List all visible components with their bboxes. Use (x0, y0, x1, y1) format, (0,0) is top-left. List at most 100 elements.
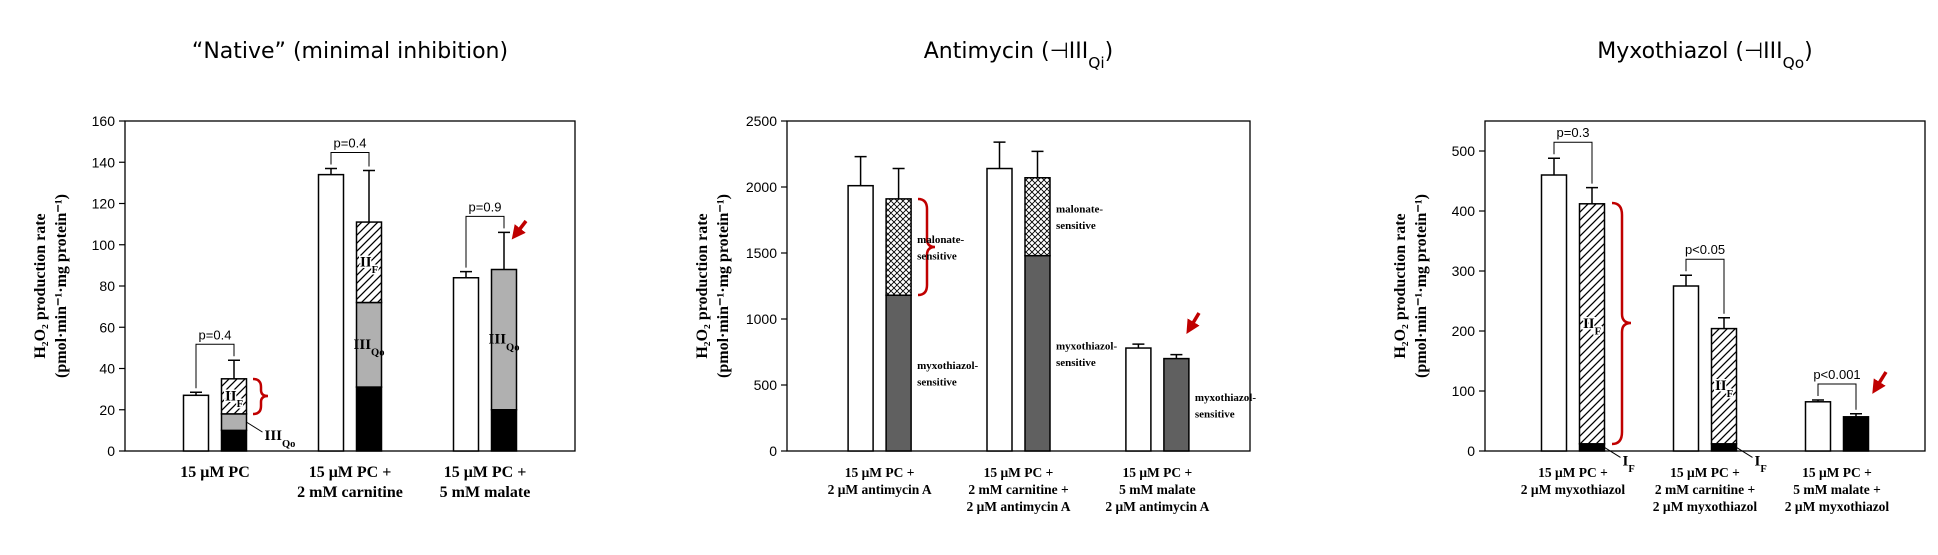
chart-title: “Native” (minimal inhibition) (192, 39, 508, 64)
bar-segment (1540, 174, 1568, 452)
text-run: F (504, 433, 510, 444)
brace (252, 377, 269, 416)
label-leader (246, 421, 263, 433)
p-value: p<0.05 (1685, 242, 1725, 257)
bar-segment (1804, 401, 1832, 452)
bar-segment (1578, 203, 1606, 445)
arrow (1186, 312, 1201, 335)
bar-segment (1672, 285, 1700, 452)
segment-label: IIF (1583, 316, 1601, 338)
y-tick-label: 60 (99, 319, 115, 335)
y-tick-label: 1500 (746, 245, 777, 261)
x-tick-label: 15 μM PC + 2 μM myxothiazol (1521, 465, 1626, 497)
error-bar (1680, 274, 1692, 286)
arrow (511, 219, 528, 240)
error-bar (460, 270, 472, 278)
y-tick-label: 500 (754, 377, 778, 393)
text-run: II (225, 388, 237, 404)
error-bar (1718, 317, 1730, 329)
text-run: Qo (371, 348, 384, 359)
segment-label: IIF (360, 254, 378, 276)
segment-label: IIIQo (354, 337, 385, 359)
segment-label: IF (1755, 453, 1767, 475)
y-tick-label: 200 (1452, 323, 1476, 339)
bar-segment (986, 167, 1013, 452)
p-bracket (465, 215, 505, 268)
text-run: III (489, 332, 507, 348)
plot-frame (1484, 120, 1926, 452)
text-line: myxothiazol- (1195, 392, 1256, 404)
text-line: myxothiazol- (1056, 340, 1117, 352)
error-bar (498, 231, 510, 270)
text-run: I (228, 433, 234, 449)
text-line: 2 mM carnitine + (968, 482, 1068, 497)
text-line: 15 μM PC + (1802, 465, 1872, 480)
y-axis-label: (pmol·min⁻¹·mg protein⁻¹) (715, 194, 732, 378)
chart-title: Myxothiazol (⊣IIIQo) (1597, 39, 1812, 72)
text-run: “Native” (minimal inhibition) (192, 39, 508, 64)
segment-label: IIF (1715, 378, 1733, 400)
bar-segment (847, 184, 874, 452)
bar-segment (220, 413, 248, 432)
text-run: II (1583, 316, 1595, 332)
x-tick-label: 15 μM PC + 2 mM carnitine + 2 μM myxothiaz… (1653, 465, 1758, 514)
text-run: F (1595, 327, 1601, 338)
bar-segment (452, 277, 480, 452)
y-tick-label: 100 (1452, 383, 1476, 399)
text-run: F (1760, 464, 1766, 475)
text-run: F (1727, 389, 1733, 400)
bar-segment (885, 198, 912, 296)
text-line: 15 μM PC (180, 464, 250, 481)
segment-label: myxothiazol-sensitive (1056, 340, 1117, 369)
error-bar (854, 155, 867, 186)
p-bracket (330, 151, 370, 167)
error-bar (1170, 353, 1183, 359)
text-line: 15 μM PC + (845, 465, 915, 480)
p-bracket (1685, 258, 1725, 314)
label-leader (1736, 446, 1753, 458)
text-run: F (234, 443, 240, 454)
text-line: 2 mM carnitine (297, 484, 403, 501)
x-tick-label: 15 μM PC + 5 mM malate (440, 464, 531, 501)
text-line: myxothiazol- (917, 360, 978, 372)
text-line: 2 μM myxothiazol (1653, 499, 1758, 514)
y-tick-label: 20 (99, 402, 115, 418)
bar-segment (1125, 347, 1152, 452)
y-tick-label: 80 (99, 278, 115, 294)
text-line: sensitive (917, 251, 957, 263)
p-bracket (195, 343, 235, 389)
segment-label: myxothiazol-sensitive (917, 360, 978, 389)
arrow (1872, 371, 1888, 394)
p-value: p=0.4 (334, 135, 367, 150)
bar-segment (317, 173, 345, 452)
y-tick-label: 0 (107, 443, 115, 459)
error-bar (363, 169, 375, 223)
error-bar (1586, 186, 1598, 204)
y-axis-label: (pmol·min⁻¹·mg protein⁻¹) (1413, 194, 1430, 378)
bar-segment (1024, 177, 1051, 257)
error-bar (325, 167, 337, 175)
bar-segment (355, 301, 383, 388)
text-run: Myxothiazol (⊣III (1597, 39, 1782, 64)
y-tick-label: 2500 (746, 113, 777, 129)
p-value: p=0.3 (1557, 125, 1590, 140)
bar-segment (490, 409, 518, 452)
text-run: F (1628, 464, 1634, 475)
text-line: 2 μM myxothiazol (1521, 482, 1626, 497)
text-line: malonate- (917, 234, 964, 246)
segment-label: IIF (225, 388, 243, 410)
p-bracket (1553, 141, 1593, 184)
error-bar (190, 391, 202, 396)
y-tick-label: 120 (92, 196, 116, 212)
p-value: p<0.001 (1813, 367, 1860, 382)
y-tick-label: 0 (1467, 443, 1475, 459)
y-axis-label: H₂O₂ production rate (1392, 213, 1409, 358)
text-run: Qi (1088, 54, 1104, 72)
label-leader (1604, 446, 1621, 458)
bar-segment (220, 378, 248, 415)
error-bar (993, 141, 1006, 169)
text-run: III (265, 428, 283, 444)
bar-segment (885, 294, 912, 452)
y-tick-label: 140 (92, 154, 116, 170)
text-run: II (1715, 378, 1727, 394)
